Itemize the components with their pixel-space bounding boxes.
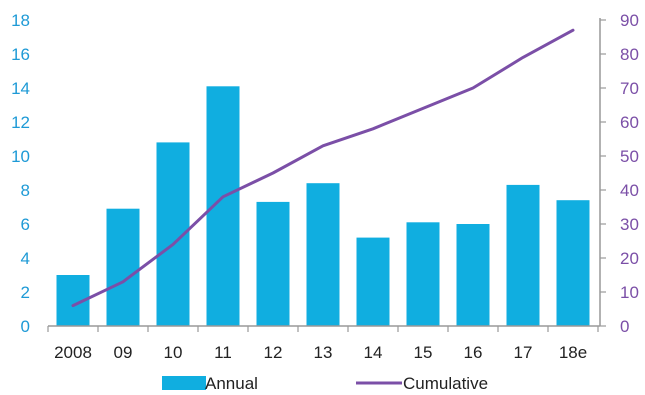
- cumulative-line: [71, 28, 575, 308]
- right-tick-label: 70: [620, 79, 639, 98]
- right-axis-ticks: 0 10 20 30 40 50 60 70 80 90: [620, 11, 639, 336]
- left-tick-label: 4: [21, 249, 30, 268]
- x-axis-labels: 2008 09 10 11 12 13 14 15 16 17 18e: [54, 343, 587, 362]
- annual-bar: [556, 200, 590, 326]
- legend-annual-label: Annual: [205, 374, 258, 393]
- right-tick-label: 0: [620, 317, 629, 336]
- x-tick-label: 10: [164, 343, 183, 362]
- left-tick-label: 18: [11, 11, 30, 30]
- right-tick-label: 50: [620, 147, 639, 166]
- annual-bar: [406, 222, 440, 326]
- legend-annual-swatch: [162, 376, 206, 390]
- right-tick-label: 90: [620, 11, 639, 30]
- x-tick-label: 2008: [54, 343, 92, 362]
- x-tick-label: 13: [314, 343, 333, 362]
- x-tick-label: 16: [464, 343, 483, 362]
- annual-bar: [456, 224, 490, 326]
- right-tick-label: 40: [620, 181, 639, 200]
- left-tick-label: 16: [11, 45, 30, 64]
- right-tick-label: 60: [620, 113, 639, 132]
- annual-bar: [106, 208, 140, 326]
- x-tick-label: 14: [364, 343, 383, 362]
- right-tick-label: 30: [620, 215, 639, 234]
- right-tick-label: 10: [620, 283, 639, 302]
- right-tick-label: 20: [620, 249, 639, 268]
- left-tick-label: 12: [11, 113, 30, 132]
- left-tick-label: 6: [21, 215, 30, 234]
- left-tick-label: 2: [21, 283, 30, 302]
- x-tick-label: 17: [514, 343, 533, 362]
- annual-bar: [506, 184, 540, 326]
- x-tick-label: 18e: [559, 343, 587, 362]
- x-tick-label: 15: [414, 343, 433, 362]
- left-axis-ticks: 0 2 4 6 8 10 12 14 16 18: [11, 11, 30, 336]
- annual-bar: [356, 237, 390, 326]
- left-tick-label: 10: [11, 147, 30, 166]
- x-tick-label: 11: [214, 343, 232, 362]
- left-tick-label: 0: [21, 317, 30, 336]
- annual-bar: [256, 201, 290, 326]
- right-tick-label: 80: [620, 45, 639, 64]
- legend: Annual Cumulative: [162, 374, 488, 393]
- x-axis-tick-marks: [47, 19, 606, 332]
- left-tick-label: 14: [11, 79, 30, 98]
- left-tick-label: 8: [21, 181, 30, 200]
- annual-bar: [306, 183, 340, 326]
- legend-cumulative-label: Cumulative: [403, 374, 488, 393]
- annual-bars: [56, 86, 590, 326]
- x-tick-label: 12: [264, 343, 283, 362]
- x-tick-label: 09: [114, 343, 133, 362]
